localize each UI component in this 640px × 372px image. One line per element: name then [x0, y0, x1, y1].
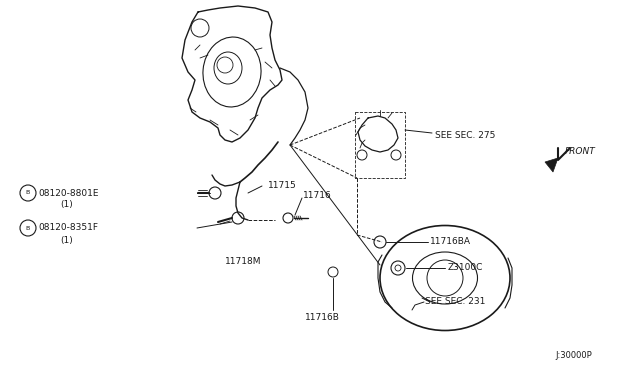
Text: (1): (1): [60, 235, 73, 244]
Text: B: B: [26, 225, 30, 231]
Text: J:30000P: J:30000P: [555, 350, 592, 359]
Text: 11715: 11715: [268, 180, 297, 189]
Text: 11716BA: 11716BA: [430, 237, 471, 247]
Text: SEE SEC. 275: SEE SEC. 275: [435, 131, 495, 140]
Text: (1): (1): [60, 201, 73, 209]
Text: SEE SEC. 231: SEE SEC. 231: [425, 298, 485, 307]
Text: FRONT: FRONT: [565, 148, 596, 157]
Text: 11716: 11716: [303, 190, 332, 199]
Polygon shape: [545, 158, 558, 172]
Text: 11718M: 11718M: [225, 257, 262, 266]
Text: B: B: [26, 190, 30, 196]
Text: 11716B: 11716B: [305, 314, 340, 323]
Text: Z3100C: Z3100C: [448, 263, 483, 273]
Text: 08120-8351F: 08120-8351F: [38, 224, 98, 232]
Text: 08120-8801E: 08120-8801E: [38, 189, 99, 198]
